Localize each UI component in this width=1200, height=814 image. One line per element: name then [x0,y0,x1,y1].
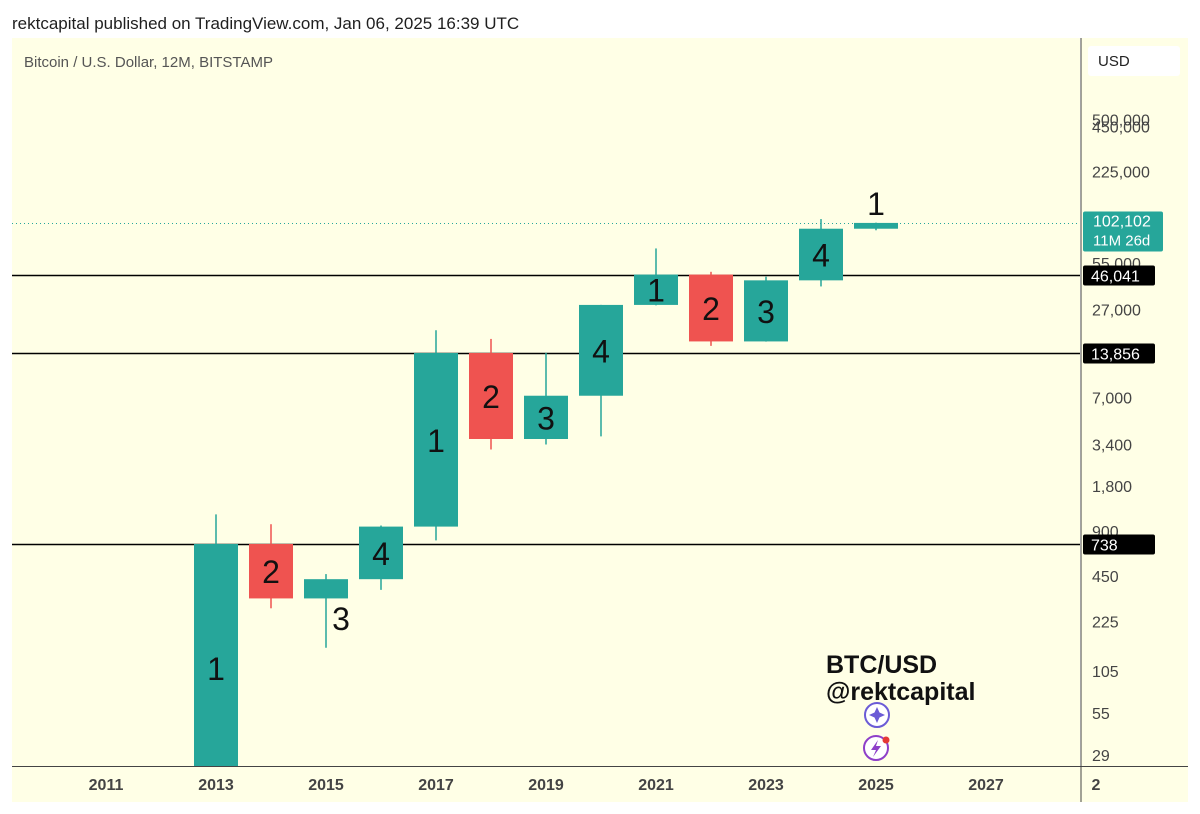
y-tick-label: 500,000 [1092,112,1150,129]
y-tick-label: 3,400 [1092,438,1132,455]
published-caption: rektcapital published on TradingView.com… [12,14,520,33]
x-tick-label: 2019 [528,777,564,794]
horizontal-levels: 46,041 13,856 738 [12,265,1155,555]
cycle-label: 2 [482,379,500,415]
x-tick-label: 2011 [89,777,124,794]
candle-body[interactable] [744,280,788,342]
cycle-label: 2 [262,554,280,590]
cycle-label: 2 [702,291,720,327]
x-tick-label: 2023 [748,777,784,794]
y-tick-label: 450,000 [1092,119,1150,136]
candle-body[interactable] [579,304,623,396]
current-price-box [1083,211,1163,252]
cycle-label: 1 [207,651,225,687]
candle-body[interactable] [799,228,843,281]
cycle-label: 4 [372,536,390,572]
y-tick-label: 225,000 [1092,164,1150,181]
cycle-label: 4 [812,238,830,274]
y-tick-label: 225 [1092,614,1119,631]
cycle-label: 3 [757,294,775,330]
x-tick-label: 2027 [968,777,1004,794]
cycle-label: 1 [867,186,885,222]
candle-body[interactable] [854,222,898,229]
level-label-box [1083,343,1155,364]
level-label: 13,856 [1091,347,1140,364]
x-tick-label: 2025 [858,777,894,794]
cycle-label: 3 [332,601,350,637]
cycle-label: 4 [592,333,610,369]
sparkle-icon[interactable] [864,702,890,728]
x-tick-label: 2 [1092,777,1101,794]
y-tick-label: 29 [1092,748,1110,765]
candle-body[interactable] [414,353,458,527]
x-tick-label: 2021 [638,777,674,794]
x-tick-label: 2017 [418,777,454,794]
current-price-line: 102,102 11M 26d [12,211,1163,252]
candle-body[interactable] [689,274,733,342]
y-tick-label: 1,800 [1092,479,1132,496]
watermark-handle: @rektcapital [826,678,975,706]
candle-body[interactable] [524,395,568,439]
candle-body[interactable] [634,274,678,305]
watermark-pair: BTC/USD [826,651,937,679]
level-label-box [1083,534,1155,555]
x-tick-label: 2015 [308,777,344,794]
price-axis-background [1081,38,1188,766]
currency-label[interactable]: USD [1098,53,1130,70]
y-tick-label: 7,000 [1092,390,1132,407]
x-tick-label: 2013 [198,777,234,794]
y-tick-label: 27,000 [1092,303,1141,320]
candles[interactable] [194,219,898,766]
time-axis-background [12,767,1188,802]
cycle-label: 1 [427,423,445,459]
candle-body[interactable] [304,579,348,599]
level-label: 46,041 [1091,269,1140,286]
cycle-label: 1 [647,273,665,309]
current-price-label: 102,102 [1093,214,1151,231]
lightning-icon[interactable] [863,735,890,761]
y-tick-label: 55 [1092,706,1110,723]
countdown-label: 11M 26d [1093,233,1150,250]
candle-body[interactable] [469,353,513,439]
cycle-label: 3 [537,400,555,436]
currency-button[interactable]: USD [1088,46,1180,76]
y-tick-label: 105 [1092,664,1119,681]
candle-body[interactable] [249,544,293,599]
level-label: 738 [1091,538,1118,555]
y-tick-label: 450 [1092,569,1119,586]
level-label-box [1083,265,1155,286]
x-axis-ticks: 2011 2013 2015 2017 2019 2021 2023 2025 2027 2 [89,777,1101,794]
currency-box[interactable] [1088,46,1180,76]
candle-body[interactable] [359,526,403,580]
candle-body[interactable] [194,544,238,766]
symbol-title: Bitcoin / U.S. Dollar, 12M, BITSTAMP [24,54,273,71]
